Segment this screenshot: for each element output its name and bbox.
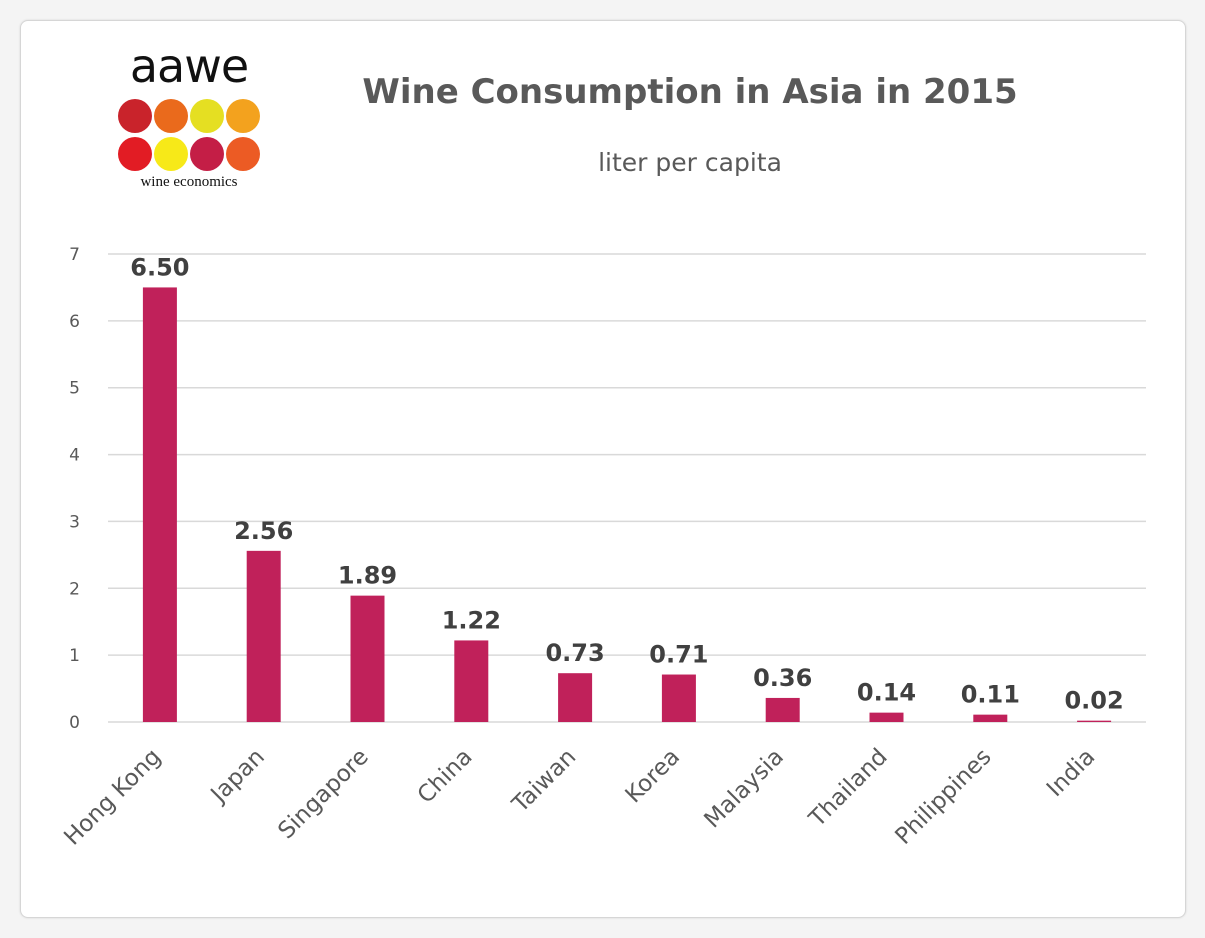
bar (454, 640, 489, 722)
data-label: 1.89 (338, 562, 397, 590)
logo-wordmark: aawe (129, 39, 249, 93)
bar (765, 697, 800, 722)
x-tick-label: Taiwan (507, 744, 581, 818)
x-tick-label: India (1042, 744, 1100, 802)
data-label: 6.50 (130, 253, 189, 281)
logo-dot (154, 137, 188, 171)
data-label: 0.02 (1064, 687, 1123, 715)
logo-dot (154, 99, 188, 133)
logo-dot (118, 99, 152, 133)
y-tick-label: 3 (69, 512, 80, 532)
x-tick-label: China (413, 744, 478, 809)
bar (661, 674, 696, 722)
logo-dot (190, 137, 224, 171)
bar (142, 287, 177, 722)
x-tick-label: Philippines (891, 744, 997, 850)
aawe-logo: aawe wine economics (114, 43, 264, 193)
y-tick-label: 0 (69, 713, 80, 733)
bar (246, 550, 281, 722)
data-label: 1.22 (442, 606, 501, 634)
logo-dot (226, 99, 260, 133)
x-tick-label: Malaysia (699, 744, 788, 833)
bar (558, 673, 593, 722)
logo-dot (226, 137, 260, 171)
bar (350, 595, 385, 722)
x-tick-label: Japan (205, 744, 270, 809)
logo-dot (190, 99, 224, 133)
chart-subtitle: liter per capita (598, 148, 782, 177)
data-label: 0.36 (753, 664, 812, 692)
bar (869, 712, 904, 722)
logo-dots (118, 99, 260, 179)
y-tick-label: 2 (69, 579, 80, 599)
y-tick-label: 7 (69, 245, 80, 265)
data-label: 2.56 (234, 517, 293, 545)
y-tick-label: 6 (69, 312, 80, 332)
y-tick-label: 5 (69, 379, 80, 399)
chart-card (20, 20, 1186, 918)
x-tick-label: Hong Kong (59, 744, 166, 851)
chart-title: Wine Consumption in Asia in 2015 (362, 72, 1018, 112)
x-tick-label: Thailand (804, 744, 893, 833)
y-tick-label: 1 (69, 646, 80, 666)
data-label: 0.14 (857, 679, 916, 707)
data-label: 0.73 (545, 639, 604, 667)
x-tick-label: Korea (621, 744, 686, 809)
x-tick-label: Singapore (273, 744, 373, 844)
bar (1077, 720, 1112, 722)
data-label: 0.11 (961, 681, 1020, 709)
bar (973, 714, 1008, 722)
y-tick-label: 4 (69, 446, 80, 466)
logo-dot (118, 137, 152, 171)
data-label: 0.71 (649, 641, 708, 669)
logo-tagline: wine economics (140, 174, 238, 190)
